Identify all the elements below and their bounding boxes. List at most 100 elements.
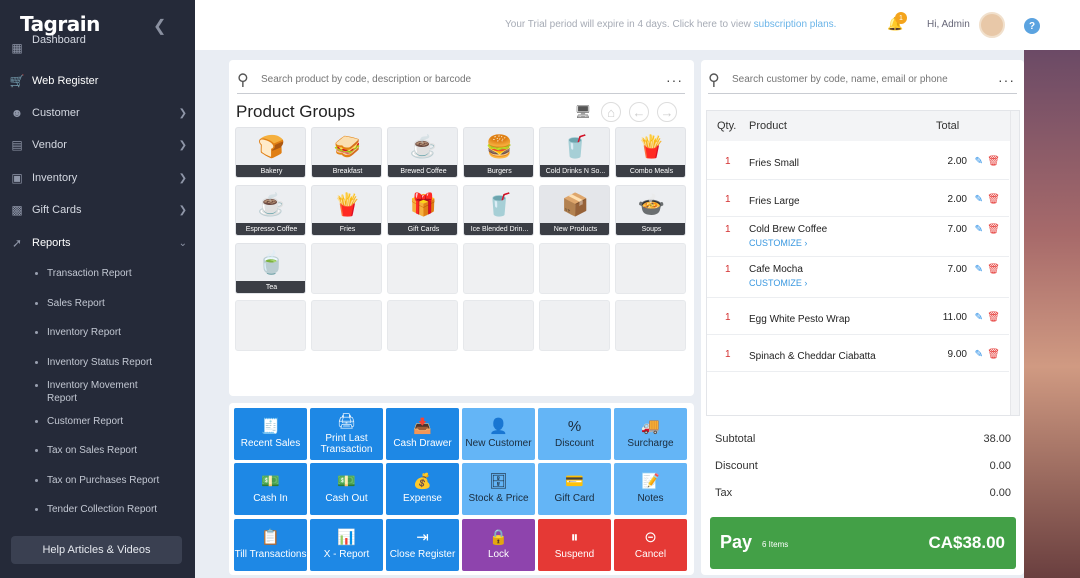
help-articles-button[interactable]: Help Articles & Videos [11,536,182,564]
product-group-gift-cards[interactable]: 🎁 Gift Cards [387,185,458,236]
app-logo[interactable]: Tagrain [20,12,100,36]
print-last-transaction-button[interactable]: 🖨 Print Last Transaction [310,408,383,460]
trial-notice: Your Trial period will expire in 4 days.… [505,19,836,30]
sidebar-item-reports[interactable]: ➚ Reports ⌄ [0,228,195,258]
table-row[interactable]: 1 Egg White Pesto Wrap 11.00 ✎ 🗑 [707,298,1009,335]
empty-tile [387,243,458,294]
product-search-input[interactable] [261,74,651,85]
product-group-fries[interactable]: 🍟 Fries [311,185,382,236]
stock-price-button[interactable]: 🗄 Stock & Price [462,463,535,515]
trash-icon[interactable]: 🗑 [987,194,1000,205]
help-icon[interactable]: ? [1024,18,1040,34]
edit-icon[interactable]: ✎ [974,264,983,275]
more-options-icon[interactable]: ··· [998,72,1015,88]
gift-card-button[interactable]: 💳 Gift Card [538,463,611,515]
trash-icon[interactable]: 🗑 [987,156,1000,167]
cancel-button[interactable]: ⊝ Cancel [614,519,687,571]
report-link-inventory[interactable]: Inventory Report [35,326,185,339]
product-group-ice-blended-drin[interactable]: 🥤 Ice Blended Drin... [463,185,534,236]
empty-tile [311,243,382,294]
trash-icon[interactable]: 🗑 [987,224,1000,235]
expense-button[interactable]: 💰 Expense [386,463,459,515]
report-link-label: Customer Report [47,416,124,427]
report-link-inventory-movement[interactable]: Inventory Movement Report [35,379,185,405]
edit-icon[interactable]: ✎ [974,349,983,360]
product-group-espresso-coffee[interactable]: ☕ Espresso Coffee [235,185,306,236]
cart-scrollbar[interactable] [1010,111,1019,415]
surcharge-button[interactable]: 🚚 Surcharge [614,408,687,460]
suspend-button[interactable]: ⏸ Suspend [538,519,611,571]
tax-value: 0.00 [989,487,1011,499]
cash-in-button[interactable]: 💵 Cash In [234,463,307,515]
table-row[interactable]: 1 Spinach & Cheddar Ciabatta 9.00 ✎ 🗑 [707,335,1009,372]
report-link-customer[interactable]: Customer Report [35,415,185,428]
product-group-combo-meals[interactable]: 🍟 Combo Meals [615,127,686,178]
product-group-breakfast[interactable]: 🥪 Breakfast [311,127,382,178]
product-group-cold-drinks-n-so[interactable]: 🥤 Cold Drinks N So... [539,127,610,178]
close-register-button[interactable]: ⇥ Close Register [386,519,459,571]
trash-icon[interactable]: 🗑 [987,312,1000,323]
product-panel: ⚲ ··· Product Groups 🖥 ⌂ ← → 🍞 Bakery 🥪 Bre… [229,60,694,396]
discount-button[interactable]: % Discount [538,408,611,460]
subscription-plans-link[interactable]: subscription plans. [753,19,837,30]
edit-icon[interactable]: ✎ [974,156,983,167]
product-group-burgers[interactable]: 🍔 Burgers [463,127,534,178]
report-link-tax-purchases[interactable]: Tax on Purchases Report [35,474,185,487]
edit-icon[interactable]: ✎ [974,224,983,235]
product-group-soups[interactable]: 🍲 Soups [615,185,686,236]
new-customer-button[interactable]: 👤 New Customer [462,408,535,460]
product-image: 🥤 [485,192,514,217]
table-row[interactable]: 1 Fries Large 2.00 ✎ 🗑 [707,180,1009,217]
product-image: 🎁 [409,192,438,217]
lock-button[interactable]: 🔒 Lock [462,519,535,571]
trash-icon[interactable]: 🗑 [987,264,1000,275]
product-group-brewed-coffee[interactable]: ☕ Brewed Coffee [387,127,458,178]
report-link-transaction[interactable]: Transaction Report [35,267,185,280]
tax-row: Tax 0.00 [715,487,1011,499]
sidebar-item-inventory[interactable]: ▣ Inventory ❯ [0,163,195,193]
sidebar-item-gift-cards[interactable]: ▩ Gift Cards ❯ [0,195,195,225]
table-row[interactable]: 1 Cafe Mocha CUSTOMIZE › 7.00 ✎ 🗑 [707,257,1009,298]
product-group-new-products[interactable]: 📦 New Products [539,185,610,236]
notes-button[interactable]: 📝 Notes [614,463,687,515]
product-group-tea[interactable]: 🍵 Tea [235,243,306,294]
arrow-right-icon[interactable]: → [657,102,677,122]
arrow-left-icon[interactable]: ← [629,102,649,122]
edit-icon[interactable]: ✎ [974,312,983,323]
user-greeting[interactable]: Hi, Admin [927,19,970,30]
sidebar-item-customer[interactable]: ☻ Customer ❯ [0,98,195,128]
product-group-bakery[interactable]: 🍞 Bakery [235,127,306,178]
pay-button[interactable]: Pay 6 Items CA$38.00 [710,517,1016,569]
sidebar-item-label: Web Register [32,75,99,87]
edit-icon[interactable]: ✎ [974,194,983,205]
cash-out-button[interactable]: 💵 Cash Out [310,463,383,515]
display-icon[interactable]: 🖥 [574,104,592,119]
customize-link[interactable]: CUSTOMIZE › [749,278,808,288]
sidebar-item-web-register[interactable]: 🛒 Web Register [0,66,195,96]
report-link-inventory-status[interactable]: Inventory Status Report [35,356,185,369]
report-link-sales[interactable]: Sales Report [35,297,185,310]
cash-drawer-button[interactable]: 📥 Cash Drawer [386,408,459,460]
discount-value: 0.00 [989,460,1011,472]
avatar[interactable] [979,12,1005,38]
chevron-right-icon: ❯ [178,139,187,151]
report-link-tax-sales[interactable]: Tax on Sales Report [35,444,185,457]
till-transactions-button[interactable]: 📋 Till Transactions [234,519,307,571]
trash-icon[interactable]: 🗑 [987,349,1000,360]
sidebar-item-dashboard[interactable]: ▦ Dashboard [0,34,195,62]
notification-bell-icon[interactable]: 🔔 1 [887,12,907,32]
cart-table: Qty. Product Total 1 Fries Small 2.00 ✎ 🗑 1 Fr… [706,110,1020,416]
recent-sales-button[interactable]: 🧾 Recent Sales [234,408,307,460]
product-group-label: Burgers [464,165,533,177]
table-row[interactable]: 1 Cold Brew Coffee CUSTOMIZE › 7.00 ✎ 🗑 [707,217,1009,257]
customer-search-input[interactable] [732,74,982,85]
report-link-tender-collection[interactable]: Tender Collection Report [35,503,185,516]
sidebar-item-label: Reports [32,237,71,249]
more-options-icon[interactable]: ··· [666,72,683,88]
home-icon[interactable]: ⌂ [601,102,621,122]
table-row[interactable]: 1 Fries Small 2.00 ✎ 🗑 [707,141,1009,180]
customize-link[interactable]: CUSTOMIZE › [749,238,808,248]
chevron-left-icon[interactable]: ❮ [153,18,167,35]
sidebar-item-vendor[interactable]: ▤ Vendor ❯ [0,130,195,160]
x-report-button[interactable]: 📊 X - Report [310,519,383,571]
